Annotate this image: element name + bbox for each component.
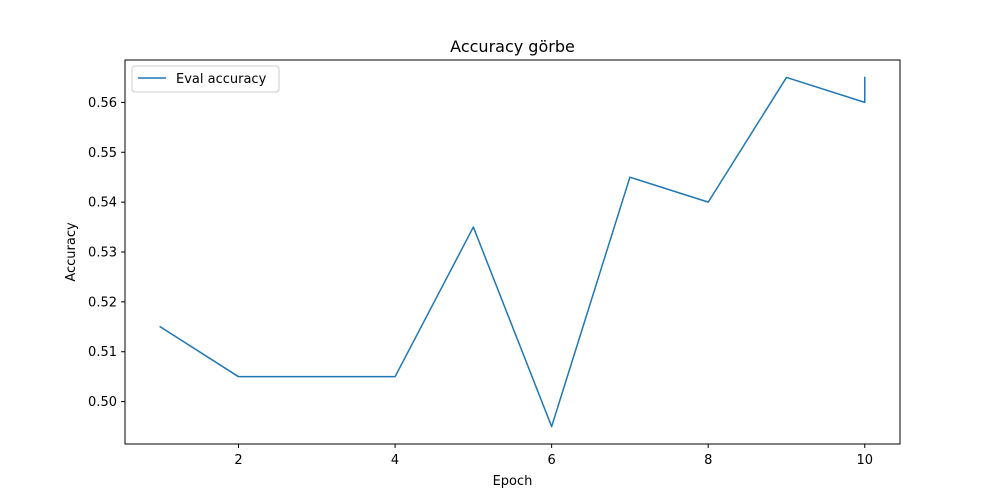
plot-area bbox=[159, 76, 866, 428]
y-tick-label: 0.50 bbox=[88, 395, 117, 410]
x-tick-label: 2 bbox=[234, 453, 242, 468]
x-tick-label: 8 bbox=[704, 453, 712, 468]
legend-box bbox=[131, 65, 280, 93]
y-tick-label: 0.51 bbox=[88, 345, 117, 360]
legend: Eval accuracy bbox=[131, 65, 280, 93]
x-tick-label: 10 bbox=[856, 453, 873, 468]
legend-label-eval-accuracy: Eval accuracy bbox=[176, 72, 267, 87]
y-tick-label: 0.54 bbox=[88, 196, 117, 211]
y-axis: 0.50 0.51 0.52 0.53 0.54 0.55 0.56 bbox=[88, 96, 125, 410]
x-tick-label: 4 bbox=[391, 453, 399, 468]
y-tick-label: 0.56 bbox=[88, 96, 117, 111]
x-tick-label: 6 bbox=[548, 453, 556, 468]
y-tick-label: 0.53 bbox=[88, 246, 117, 261]
chart-title: Accuracy görbe bbox=[450, 37, 575, 56]
y-tick-label: 0.55 bbox=[88, 146, 117, 161]
y-tick-label: 0.52 bbox=[88, 295, 117, 310]
x-axis: 2 4 6 8 10 bbox=[234, 444, 873, 468]
y-axis-title: Accuracy bbox=[64, 222, 79, 282]
x-axis-title: Epoch bbox=[493, 474, 533, 489]
